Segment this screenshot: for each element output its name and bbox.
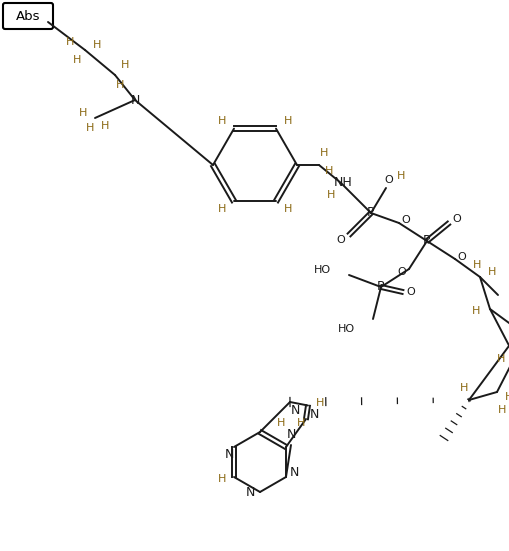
Text: HO: HO bbox=[338, 324, 355, 334]
Text: H: H bbox=[218, 474, 226, 484]
Text: H: H bbox=[277, 418, 285, 428]
Text: H: H bbox=[116, 80, 124, 90]
Text: N: N bbox=[309, 408, 319, 420]
Text: O: O bbox=[385, 175, 393, 185]
Text: N: N bbox=[245, 485, 254, 499]
Text: H: H bbox=[498, 405, 506, 415]
Text: H: H bbox=[93, 40, 101, 50]
Text: P: P bbox=[377, 280, 385, 294]
Text: H: H bbox=[86, 123, 94, 133]
Text: N: N bbox=[224, 449, 234, 462]
Text: NH: NH bbox=[333, 176, 352, 190]
Text: H: H bbox=[121, 60, 129, 70]
Text: N: N bbox=[290, 403, 300, 417]
Text: O: O bbox=[398, 267, 406, 277]
Text: P: P bbox=[367, 207, 375, 219]
Text: H: H bbox=[66, 37, 74, 47]
Text: H: H bbox=[320, 148, 328, 158]
Text: H: H bbox=[284, 204, 292, 214]
Text: O: O bbox=[402, 215, 410, 225]
Text: N: N bbox=[289, 466, 299, 478]
Text: H: H bbox=[497, 354, 505, 364]
FancyBboxPatch shape bbox=[3, 3, 53, 29]
Text: H: H bbox=[473, 260, 481, 270]
Text: N: N bbox=[286, 429, 296, 441]
Text: H: H bbox=[73, 55, 81, 65]
Text: H: H bbox=[472, 306, 480, 316]
Text: O: O bbox=[336, 235, 346, 245]
Text: H: H bbox=[316, 397, 324, 408]
Text: H: H bbox=[297, 418, 305, 428]
Text: Abs: Abs bbox=[16, 9, 40, 23]
Text: H: H bbox=[101, 121, 109, 131]
Text: HO: HO bbox=[314, 265, 331, 275]
Text: H: H bbox=[218, 204, 226, 214]
Text: H: H bbox=[325, 166, 333, 176]
Text: H: H bbox=[505, 392, 509, 402]
Text: H: H bbox=[460, 383, 468, 393]
Text: O: O bbox=[458, 252, 466, 262]
Text: P: P bbox=[423, 235, 431, 247]
Text: N: N bbox=[130, 94, 139, 106]
Text: H: H bbox=[488, 267, 496, 277]
Text: H: H bbox=[218, 116, 226, 126]
Text: O: O bbox=[453, 214, 461, 224]
Text: H: H bbox=[284, 116, 292, 126]
Text: H: H bbox=[79, 108, 87, 118]
Text: H: H bbox=[327, 190, 335, 200]
Text: O: O bbox=[407, 287, 415, 297]
Text: H: H bbox=[397, 171, 405, 181]
